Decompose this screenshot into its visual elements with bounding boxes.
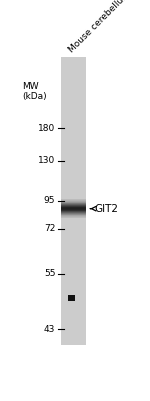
Text: 55: 55 — [44, 269, 55, 278]
Text: 43: 43 — [44, 324, 55, 334]
Text: 180: 180 — [38, 124, 55, 133]
Text: GIT2: GIT2 — [94, 204, 118, 214]
Text: Mouse cerebellum: Mouse cerebellum — [67, 0, 132, 54]
Text: 72: 72 — [44, 224, 55, 233]
Text: 130: 130 — [38, 156, 55, 165]
Bar — [68, 296, 75, 301]
Text: 95: 95 — [44, 196, 55, 205]
Bar — [61, 57, 86, 344]
Text: MW
(kDa): MW (kDa) — [22, 82, 47, 101]
